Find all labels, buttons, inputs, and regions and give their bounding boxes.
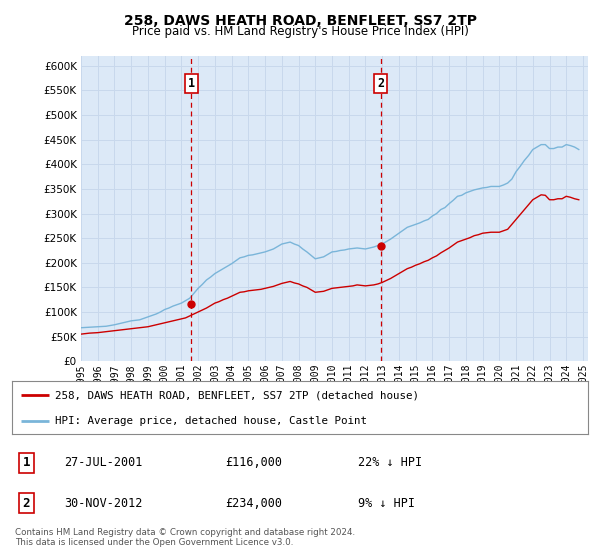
Text: 30-NOV-2012: 30-NOV-2012 [64,497,142,510]
Text: 2: 2 [377,77,385,90]
Text: 258, DAWS HEATH ROAD, BENFLEET, SS7 2TP (detached house): 258, DAWS HEATH ROAD, BENFLEET, SS7 2TP … [55,390,419,400]
Text: 1: 1 [23,456,30,469]
Text: HPI: Average price, detached house, Castle Point: HPI: Average price, detached house, Cast… [55,416,367,426]
Text: 27-JUL-2001: 27-JUL-2001 [64,456,142,469]
Text: Price paid vs. HM Land Registry's House Price Index (HPI): Price paid vs. HM Land Registry's House … [131,25,469,38]
Text: 2: 2 [23,497,30,510]
Text: £116,000: £116,000 [225,456,282,469]
Text: Contains HM Land Registry data © Crown copyright and database right 2024.
This d: Contains HM Land Registry data © Crown c… [15,528,355,547]
Text: 1: 1 [188,77,194,90]
Text: 258, DAWS HEATH ROAD, BENFLEET, SS7 2TP: 258, DAWS HEATH ROAD, BENFLEET, SS7 2TP [124,14,476,28]
Text: £234,000: £234,000 [225,497,282,510]
Text: 22% ↓ HPI: 22% ↓ HPI [358,456,422,469]
Text: 9% ↓ HPI: 9% ↓ HPI [358,497,415,510]
